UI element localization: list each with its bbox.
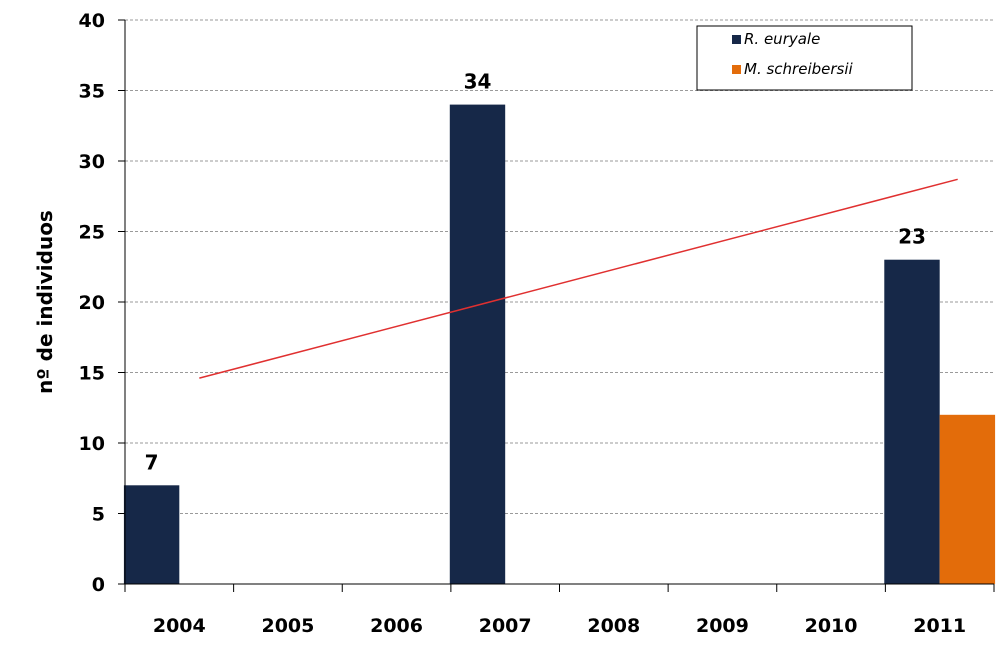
x-tick-label: 2009	[696, 615, 749, 637]
y-tick-label: 5	[92, 504, 105, 526]
y-tick-label: 25	[79, 222, 105, 244]
x-tick-label: 2007	[479, 615, 532, 637]
x-tick-label: 2006	[370, 615, 423, 637]
bar-r-euryale-2011	[884, 259, 940, 584]
y-tick-label: 30	[79, 151, 105, 173]
x-tick-label: 2005	[261, 615, 314, 637]
legend-label: M. schreibersii	[744, 60, 854, 78]
y-tick-label: 15	[79, 363, 105, 385]
legend-swatch	[732, 35, 741, 44]
legend-label: R. euryale	[744, 30, 820, 48]
y-tick-label: 20	[79, 292, 105, 314]
x-tick-label: 2008	[587, 615, 640, 637]
legend: R. euryale M. schreibersii	[696, 25, 913, 91]
y-tick-label: 40	[79, 10, 105, 32]
bars	[123, 104, 996, 584]
bar-r-euryale-2004	[123, 485, 180, 584]
data-label: 7	[145, 450, 159, 474]
x-tick-label: 2011	[913, 615, 966, 637]
data-labels: 7 34 23	[145, 70, 926, 475]
data-label: 23	[898, 225, 926, 249]
trendline	[199, 178, 958, 379]
legend-swatch	[732, 65, 741, 74]
y-tick-label: 35	[79, 81, 105, 103]
data-label: 34	[464, 70, 492, 94]
x-tick-label: 2004	[153, 615, 206, 637]
axes: 0 5 10 15 20 25 30 35 40 2004 2005 2006 2007 2008 2009…	[79, 10, 995, 637]
y-tick-label: 10	[79, 433, 105, 455]
x-tick-label: 2010	[805, 615, 858, 637]
y-tick-label: 0	[92, 574, 105, 596]
bar-m-schreibersii-2011	[939, 414, 996, 584]
bar-r-euryale-2007	[449, 104, 506, 584]
gridlines	[125, 19, 994, 514]
trendline-group	[199, 178, 958, 379]
y-axis-title: nº de individuos	[33, 210, 57, 394]
